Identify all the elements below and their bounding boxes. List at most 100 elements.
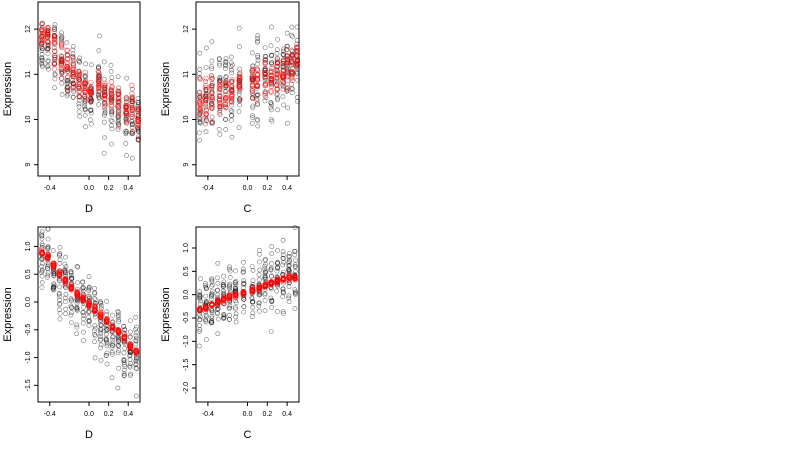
observed-point: [86, 310, 92, 316]
observed-point: [223, 75, 228, 81]
observed-point: [255, 61, 261, 67]
fitted-point: [38, 41, 45, 47]
observed-point: [203, 283, 209, 289]
fitted-point: [216, 89, 223, 95]
observed-point: [135, 99, 141, 105]
observed-point: [223, 56, 229, 62]
fitted-point: [249, 68, 255, 74]
observed-point: [45, 63, 51, 69]
observed-point: [223, 60, 229, 65]
observed-point: [80, 316, 86, 322]
fitted-point: [65, 87, 71, 94]
observed-point: [203, 298, 209, 304]
observed-point: [59, 35, 64, 41]
fitted-point: [289, 69, 296, 76]
observed-point: [203, 114, 209, 120]
fitted-point: [203, 117, 209, 124]
observed-point: [130, 121, 136, 127]
observed-point: [197, 329, 202, 334]
observed-point: [70, 94, 76, 100]
fitted-point: [274, 59, 280, 66]
observed-point: [294, 24, 300, 30]
y-tick-label: 10: [183, 116, 190, 124]
observed-point: [255, 35, 260, 41]
observed-point: [57, 310, 63, 316]
observed-point: [292, 252, 298, 258]
observed-point: [250, 105, 256, 111]
observed-point: [133, 333, 139, 339]
observed-point: [115, 119, 121, 124]
observed-point: [133, 358, 139, 364]
observed-point: [197, 289, 203, 295]
observed-point: [222, 103, 228, 109]
fitted-point: [121, 333, 128, 340]
observed-point: [57, 293, 63, 299]
y-tick-label: -0.5: [25, 324, 32, 336]
observed-point: [133, 393, 139, 399]
observed-point: [209, 120, 214, 125]
x-tick-label: 0.2: [104, 185, 114, 192]
observed-point: [227, 264, 232, 270]
observed-point: [39, 231, 44, 237]
observed-point: [289, 24, 295, 30]
fitted-point: [133, 349, 140, 355]
observed-point: [241, 281, 246, 287]
y-axis-title: Expression: [160, 62, 172, 116]
fitted-point: [59, 55, 65, 62]
observed-point: [134, 329, 139, 335]
observed-point: [255, 123, 261, 129]
observed-point: [127, 334, 133, 340]
observed-point: [220, 281, 226, 287]
fitted-point: [197, 76, 203, 82]
y-axis-title: Expression: [2, 62, 14, 116]
fitted-point: [262, 283, 269, 289]
observed-point: [209, 58, 215, 64]
observed-point: [68, 310, 74, 316]
observed-point: [115, 336, 121, 342]
observed-point: [233, 319, 239, 325]
observed-point: [215, 316, 221, 322]
fitted-point: [237, 85, 243, 92]
fitted-point: [39, 20, 46, 26]
observed-point: [221, 312, 227, 317]
fitted-point: [229, 83, 235, 90]
fitted-point: [268, 73, 274, 79]
y-tick-label: 11: [25, 71, 32, 78]
observed-point: [209, 291, 214, 297]
fitted-point: [135, 136, 141, 142]
observed-point: [74, 331, 80, 337]
observed-point: [262, 98, 268, 104]
fitted-point: [115, 113, 122, 120]
observed-point: [88, 62, 94, 68]
observed-point: [217, 62, 223, 68]
observed-point: [257, 267, 263, 273]
observed-point: [203, 65, 209, 71]
observed-point: [268, 100, 274, 105]
fitted-point: [294, 44, 300, 50]
observed-point: [116, 319, 122, 325]
observed-point: [209, 114, 215, 120]
observed-point: [254, 117, 260, 122]
observed-point: [83, 124, 88, 130]
observed-point: [250, 304, 256, 310]
observed-point: [254, 100, 260, 106]
observed-point: [74, 322, 80, 328]
fitted-point: [39, 28, 45, 34]
observed-point: [293, 257, 299, 263]
observed-point: [197, 314, 203, 320]
fitted-point: [262, 83, 268, 89]
observed-point: [98, 303, 104, 309]
observed-point: [250, 113, 255, 119]
y-tick-label: -1.5: [25, 379, 32, 391]
observed-point: [80, 285, 86, 291]
fitted-point: [96, 79, 102, 85]
observed-point: [227, 281, 233, 287]
observed-point: [256, 259, 262, 265]
fitted-point: [269, 65, 275, 71]
observed-point: [269, 304, 275, 310]
fitted-point: [102, 80, 108, 87]
observed-point: [263, 256, 268, 262]
observed-point: [75, 264, 81, 270]
fitted-point: [216, 80, 223, 86]
fitted-point: [289, 77, 296, 84]
